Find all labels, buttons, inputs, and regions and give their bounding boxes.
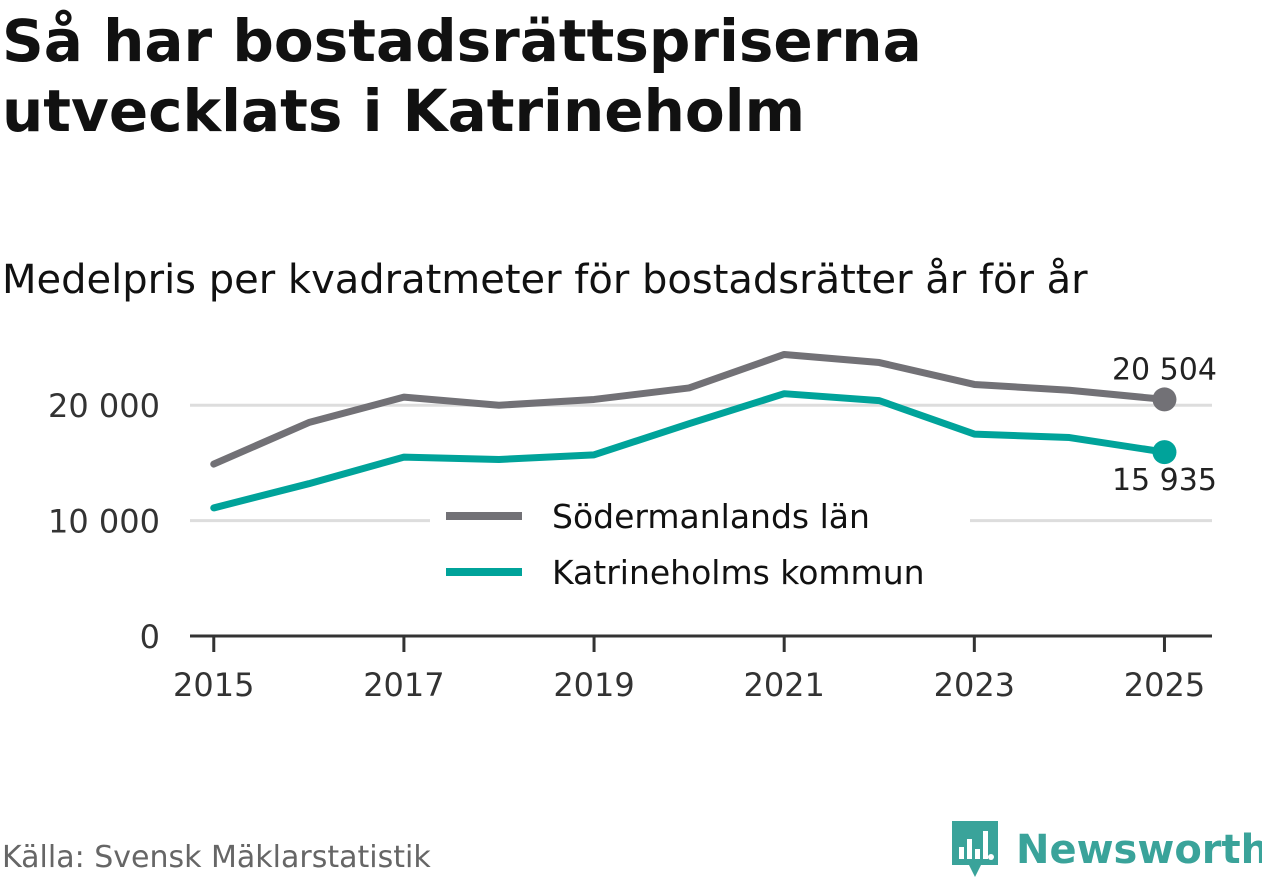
x-tick-label: 2019 — [553, 666, 634, 704]
series-line-1 — [210, 390, 1168, 512]
legend-background — [430, 490, 970, 602]
y-axis-ticks: 0 10 000 20 000 — [48, 387, 160, 656]
brand-name: Newsworthy — [1016, 827, 1262, 873]
x-tick-label: 2015 — [173, 666, 254, 704]
y-tick-label: 10 000 — [48, 503, 160, 541]
newsworthy-logo-icon — [952, 821, 998, 877]
series-endpoint-0 — [1152, 387, 1177, 412]
end-value-label-sodermanland: 20 504 — [1112, 352, 1217, 387]
series-lines — [210, 350, 1177, 512]
legend: Södermanlands län Katrineholms kommun — [430, 490, 970, 602]
end-value-label-katrineholm: 15 935 — [1112, 463, 1217, 498]
newsworthy-logo: Newsworthy — [950, 818, 1262, 882]
legend-label-0: Södermanlands län — [552, 497, 870, 536]
x-tick-label: 2021 — [743, 666, 824, 704]
y-tick-label: 20 000 — [48, 387, 160, 425]
y-tick-label: 0 — [140, 618, 160, 656]
x-tick-label: 2017 — [363, 666, 444, 704]
chart-subtitle: Medelpris per kvadratmeter för bostadsrä… — [2, 257, 1088, 303]
source-note: Källa: Svensk Mäklarstatistik — [2, 840, 431, 875]
end-labels: 20 504 15 935 — [1112, 352, 1217, 498]
x-axis: 2015 2017 2019 2021 2023 2025 — [173, 634, 1212, 704]
x-tick-label: 2023 — [934, 666, 1015, 704]
x-tick-label: 2025 — [1124, 666, 1205, 704]
series-line-0 — [210, 350, 1168, 468]
series-endpoint-1 — [1152, 440, 1177, 465]
chart-title: Så har bostadsrättspriserna utvecklats i… — [2, 7, 922, 145]
legend-label-1: Katrineholms kommun — [552, 553, 925, 592]
